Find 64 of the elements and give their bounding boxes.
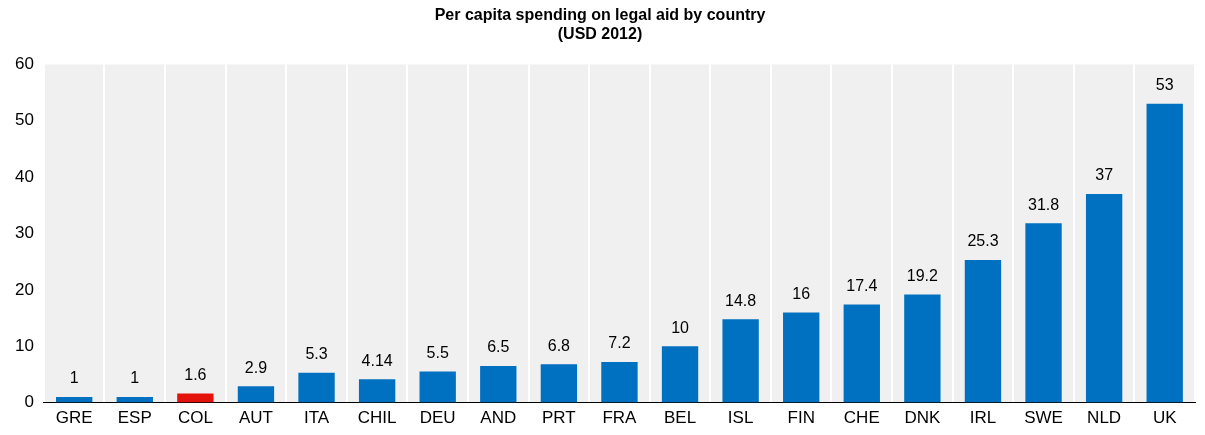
y-tick-label: 20	[14, 279, 34, 299]
x-tick-label: CHIL	[357, 408, 397, 428]
data-label: 16	[792, 284, 811, 302]
x-tick-label: UK	[1152, 408, 1178, 428]
data-label: 5.5	[426, 344, 449, 361]
bar	[904, 294, 941, 403]
x-tick-label: AUT	[238, 408, 273, 428]
data-label: 19.2	[906, 266, 939, 284]
x-tick-label: ISL	[727, 408, 754, 428]
data-label: 2.9	[244, 358, 268, 376]
bar	[1025, 223, 1062, 403]
chart-title: Per capita spending on legal aid by country	[434, 6, 766, 24]
data-label: 6.5	[487, 338, 510, 356]
data-label: 5.3	[305, 345, 328, 363]
y-tick-label: 60	[14, 54, 34, 74]
data-label: 10	[671, 318, 690, 336]
x-tick-label: NLD	[1087, 408, 1122, 428]
bar	[1085, 194, 1123, 403]
data-label: 1	[69, 369, 79, 387]
y-tick-label: 30	[14, 223, 34, 243]
bar	[722, 319, 759, 403]
x-tick-label: AND	[480, 408, 517, 428]
x-tick-label: GRE	[55, 408, 93, 428]
x-tick-label: ITA	[303, 408, 330, 428]
bar	[601, 362, 638, 403]
bar	[177, 393, 214, 403]
x-tick-label: DNK	[904, 408, 941, 428]
data-label: 37	[1095, 166, 1114, 184]
y-tick-label: 10	[14, 335, 34, 355]
x-tick-label: CHE	[843, 408, 880, 428]
chart-subtitle: (USD 2012)	[557, 25, 643, 43]
bar	[843, 304, 880, 403]
y-tick-label: 40	[14, 166, 34, 186]
y-tick-label: 0	[24, 392, 34, 412]
bar	[964, 259, 1002, 403]
x-tick-label: FRA	[602, 408, 638, 428]
x-tick-label: COL	[177, 408, 213, 428]
data-label: 31.8	[1027, 195, 1060, 213]
x-tick-label: PRT	[542, 408, 576, 428]
data-label: 6.8	[547, 336, 571, 354]
bar	[1146, 103, 1183, 403]
bar	[358, 379, 396, 403]
bar	[540, 364, 578, 403]
x-tick-label: BEL	[663, 408, 697, 428]
bar	[419, 371, 456, 403]
bar	[480, 365, 517, 403]
data-label: 1.6	[184, 365, 207, 383]
data-label: 4.14	[361, 351, 393, 369]
x-tick-label: DEU	[419, 408, 456, 428]
data-label: 25.3	[967, 232, 999, 250]
bar	[661, 346, 699, 403]
data-label: 1	[130, 369, 140, 387]
x-tick-label: FIN	[787, 408, 815, 428]
data-label: 14.8	[725, 291, 757, 309]
bar	[783, 312, 820, 403]
bar	[237, 386, 275, 403]
x-tick-label: ESP	[117, 408, 152, 428]
x-tick-label: SWE	[1024, 408, 1063, 428]
data-label: 7.2	[608, 334, 631, 352]
x-tick-label: IRL	[969, 408, 997, 428]
data-label: 17.4	[846, 276, 878, 294]
y-tick-label: 50	[14, 110, 34, 130]
bar	[298, 372, 335, 403]
data-label: 53	[1155, 76, 1174, 94]
